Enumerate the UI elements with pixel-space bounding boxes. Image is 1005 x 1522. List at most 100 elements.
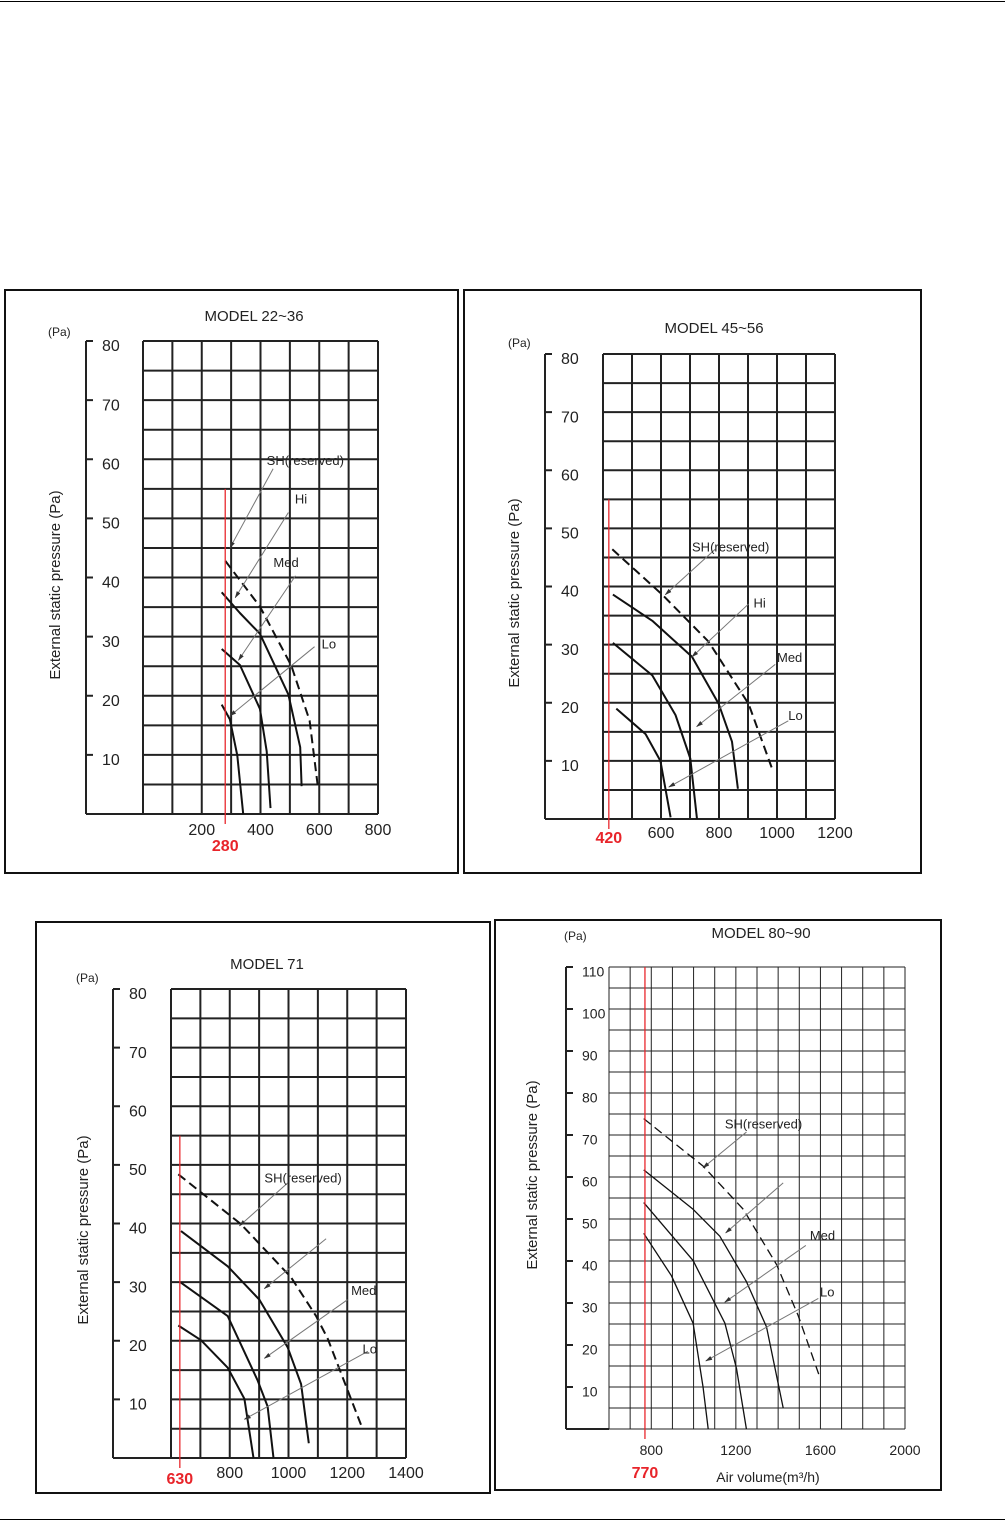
series-curve-lo [643, 1232, 709, 1430]
y-tick-label: 10 [561, 758, 579, 775]
y-tick-label: 10 [129, 1397, 147, 1414]
y-tick-label: 20 [102, 693, 120, 710]
y-tick-label: 50 [582, 1215, 598, 1231]
series-curve-lo [615, 707, 672, 818]
series-curve-med [180, 1281, 275, 1459]
annotation-leader-line [702, 1131, 747, 1169]
annotation-label: SH(reserved) [267, 453, 344, 468]
x-tick-label: 1400 [388, 1465, 424, 1482]
y-tick-label: 80 [102, 338, 120, 355]
y-tick-label: 110 [582, 963, 605, 979]
annotation-leader-line [705, 1297, 819, 1362]
y-tick-label: 50 [102, 516, 120, 533]
chart-frame [494, 919, 942, 1491]
annotation-label: Lo [363, 1342, 377, 1357]
y-tick-label: 30 [561, 642, 579, 659]
x-tick-label: 1600 [805, 1442, 836, 1458]
x-tick-label: 400 [247, 822, 274, 839]
annotation-leader-line [238, 575, 296, 661]
annotation-leader-line [238, 1182, 288, 1227]
series-curve-sh-reserved [177, 1173, 364, 1430]
x-tick-label: 1000 [271, 1465, 307, 1482]
annotation-label: Hi [295, 492, 307, 507]
chart-3: 10 20 30 40 50 60 70 80 800 1000 1200 1400 MODEL 71 (… [35, 921, 491, 1494]
y-tick-label: 70 [561, 409, 579, 426]
y-tick-label: 10 [102, 752, 120, 769]
x-tick-label: 200 [188, 822, 215, 839]
y-tick-label: 30 [129, 1279, 147, 1296]
y-tick-label: 20 [582, 1341, 598, 1357]
annotation-leader-line [243, 1350, 369, 1420]
annotation-label: Med [273, 555, 298, 570]
series-curve-hi [220, 591, 303, 787]
x-tick-label: 800 [216, 1465, 243, 1482]
marker-label: 630 [166, 1471, 193, 1488]
y-tick-label: 50 [129, 1162, 147, 1179]
x-tick-label: 800 [365, 822, 392, 839]
series-curve-sh-reserved [643, 1118, 821, 1379]
annotation-label: Lo [820, 1284, 834, 1299]
x-tick-label: 600 [648, 825, 675, 842]
x-tick-label: 2000 [889, 1442, 920, 1458]
y-axis-title: External static pressure (Pa) [75, 1135, 92, 1324]
annotation-label: SH(reserved) [692, 540, 769, 555]
chart-title: MODEL 80~90 [711, 925, 810, 942]
y-tick-label: 20 [129, 1338, 147, 1355]
annotation-label: SH(reserved) [725, 1117, 802, 1132]
y-tick-label: 50 [561, 526, 579, 543]
top-rule [0, 1, 1005, 2]
y-tick-label: 60 [561, 467, 579, 484]
y-unit-label: (Pa) [48, 325, 71, 339]
y-tick-label: 20 [561, 700, 579, 717]
annotation-label: Lo [322, 636, 336, 651]
chart-1: 10 20 30 40 50 60 70 80 200 400 600 800 MODEL 22~36 (… [4, 289, 459, 874]
annotation-label: Med [777, 650, 802, 665]
annotation-leader-line [664, 548, 716, 596]
y-axis-title: External static pressure (Pa) [47, 490, 64, 679]
y-tick-label: 30 [102, 634, 120, 651]
chart-title: MODEL 71 [230, 956, 304, 973]
x-tick-label: 1200 [329, 1465, 365, 1482]
y-tick-label: 100 [582, 1005, 606, 1021]
chart-4: 10 20 30 40 50 60 70 80 90 100 110 800 1200 1600 2000 M… [494, 919, 942, 1491]
y-tick-label: 70 [102, 397, 120, 414]
y-tick-label: 60 [102, 456, 120, 473]
chart-frame [463, 289, 922, 874]
annotation-leader-line [229, 646, 315, 717]
annotation-leader-line [229, 468, 274, 549]
marker-label: 770 [632, 1465, 659, 1482]
y-tick-label: 80 [561, 351, 579, 368]
annotation-leader-line [725, 1182, 784, 1234]
series-curve-hi [643, 1169, 784, 1409]
annotation-label: Hi [754, 595, 766, 610]
y-tick-label: 60 [582, 1173, 598, 1189]
annotation-leader-line [696, 663, 776, 728]
bottom-rule [0, 1519, 1005, 1520]
x-tick-label: 1200 [720, 1442, 751, 1458]
y-unit-label: (Pa) [564, 929, 587, 943]
chart-title: MODEL 22~36 [204, 308, 303, 325]
x-tick-label: 800 [706, 825, 733, 842]
series-curve-hi [180, 1230, 310, 1444]
marker-label: 420 [595, 830, 622, 847]
annotation-label: Lo [788, 708, 802, 723]
marker-label: 280 [212, 838, 239, 855]
annotation-leader-line [691, 603, 749, 658]
y-tick-label: 70 [129, 1045, 147, 1062]
annotation-label: Med [351, 1283, 376, 1298]
y-axis-title: External static pressure (Pa) [506, 498, 523, 687]
series-curve-sh-reserved [224, 560, 319, 787]
y-tick-label: 90 [582, 1047, 598, 1063]
y-axis-title: External static pressure (Pa) [524, 1080, 541, 1269]
chart-title: MODEL 45~56 [664, 320, 763, 337]
series-curve-med [221, 648, 272, 809]
x-tick-label: 800 [640, 1442, 664, 1458]
chart-frame [35, 921, 491, 1494]
y-unit-label: (Pa) [76, 971, 99, 985]
y-tick-label: 40 [102, 575, 120, 592]
x-axis-title: Air volume(m³/h) [716, 1469, 819, 1485]
y-tick-label: 10 [582, 1383, 598, 1399]
annotation-label: SH(reserved) [264, 1170, 341, 1185]
